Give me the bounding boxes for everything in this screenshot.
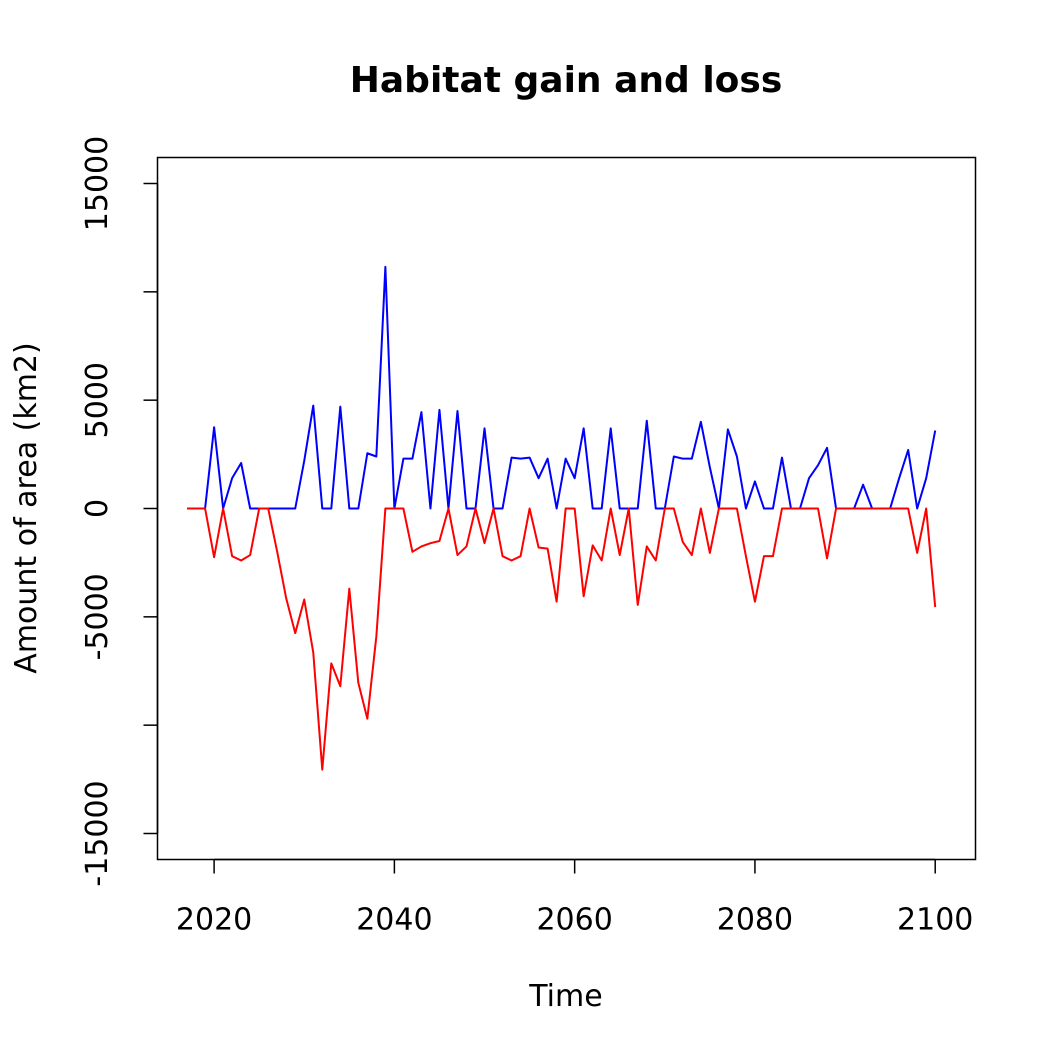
x-tick-label: 2020 [176,903,252,938]
series-line-1 [187,265,937,510]
x-tick-label: 2040 [356,903,432,938]
series-layer [187,265,937,771]
x-tick-label: 2080 [717,903,793,938]
y-tick-label: 15000 [80,136,115,231]
x-tick-label: 2060 [536,903,612,938]
y-tick-label: -15000 [80,780,115,886]
series-line-2 [187,507,937,771]
y-axis: -15000 -5000 0 5000 15000 [80,136,159,887]
y-tick-label: 0 [80,499,115,518]
y-tick-label: 5000 [80,362,115,438]
y-axis-label: Amount of area (km2) [9,342,44,673]
x-tick-label: 2100 [897,903,973,938]
chart-title: Habitat gain and loss [350,60,783,101]
x-axis: 2020 2040 2060 2080 2100 [176,858,973,938]
x-axis-label: Time [528,979,602,1014]
y-tick-label: -5000 [80,573,115,660]
